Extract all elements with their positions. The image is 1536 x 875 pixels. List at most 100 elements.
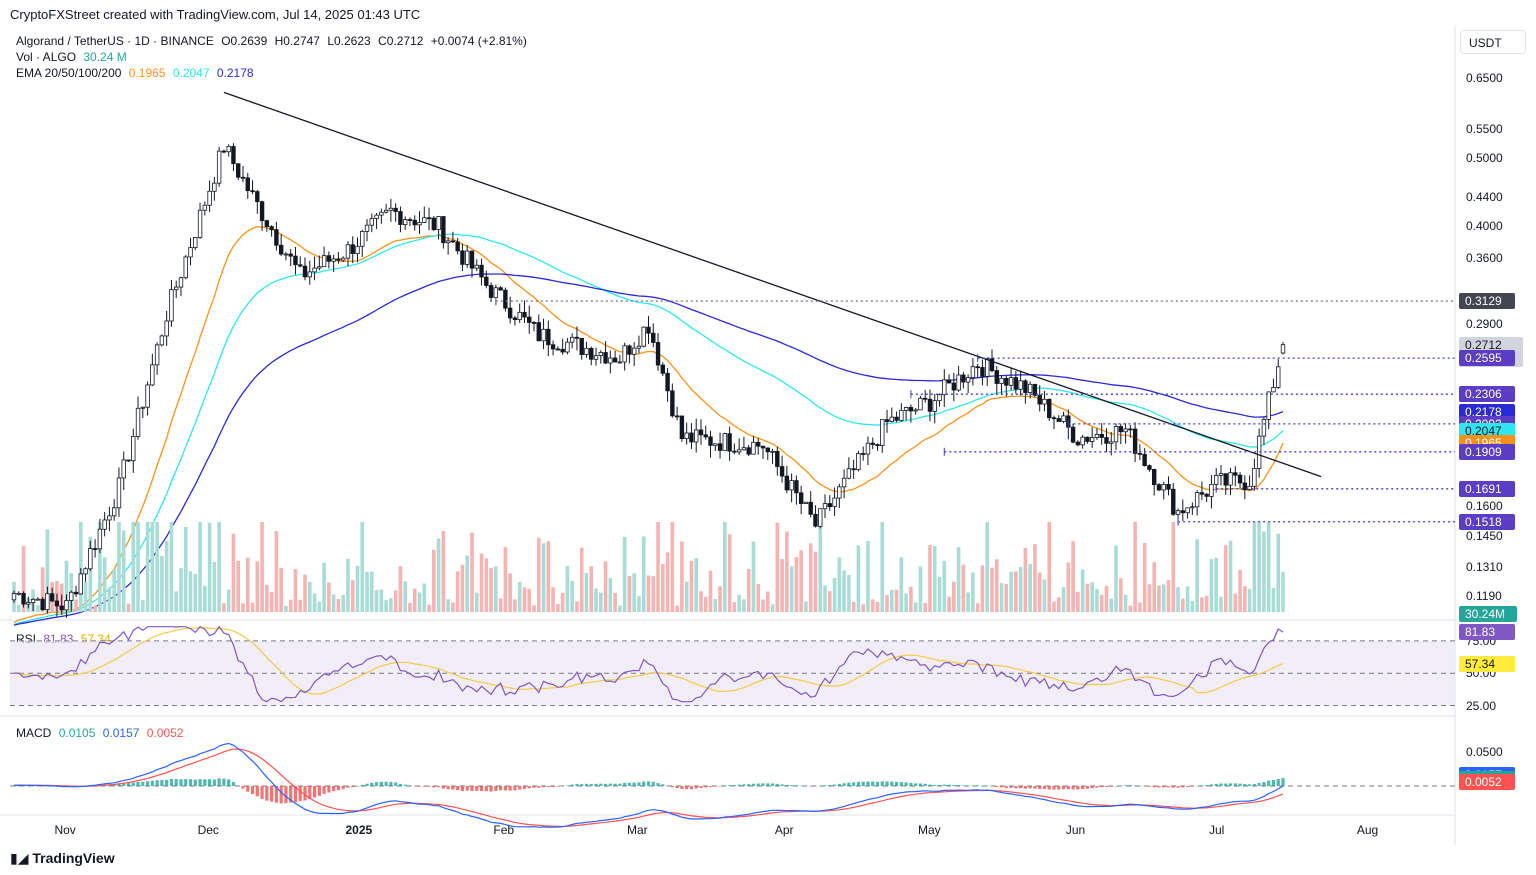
macd-histogram-bar — [751, 783, 756, 786]
candle — [679, 415, 685, 440]
ema-label: EMA 20/50/100/200 — [16, 66, 122, 80]
macd-histogram-bar — [1019, 786, 1023, 789]
macd-histogram-bar — [809, 785, 813, 787]
candle — [398, 211, 403, 225]
volume-bar — [203, 585, 207, 612]
macd-legend[interactable]: MACD 0.0105 0.0157 0.0052 — [16, 726, 187, 740]
candle — [355, 245, 360, 254]
macd-histogram-bar — [1071, 786, 1075, 790]
volume-bar — [909, 586, 913, 612]
volume-bar — [870, 599, 875, 612]
candle — [1104, 437, 1109, 444]
candle — [698, 429, 704, 436]
candle — [1094, 433, 1100, 438]
candle — [30, 598, 36, 603]
candle — [455, 241, 460, 252]
volume-bar — [393, 590, 398, 612]
macd-histogram-bar — [756, 783, 760, 786]
macd-histogram-bar — [394, 782, 398, 786]
macd-histogram-bar — [785, 784, 789, 786]
candle — [1161, 484, 1166, 491]
macd-histogram-bar — [408, 785, 412, 786]
macd-histogram-bar — [513, 786, 517, 791]
macd-histogram-bar — [732, 785, 736, 786]
macd-histogram-bar — [355, 786, 360, 787]
macd-histogram-bar — [1181, 786, 1185, 788]
volume-bar — [1200, 597, 1204, 612]
macd-histogram-bar — [432, 786, 436, 788]
macd-histogram-bar — [155, 780, 159, 786]
macd-histogram-bar — [241, 786, 245, 789]
volume-bar — [971, 572, 975, 612]
candle — [741, 447, 747, 451]
candle — [278, 244, 284, 255]
symbol-title[interactable]: Algorand / TetherUS · 1D · BINANCE — [16, 34, 214, 48]
candle — [1209, 483, 1214, 497]
candle — [498, 287, 503, 291]
legend-volume-row[interactable]: Vol · ALGO 30.24 M — [16, 50, 131, 64]
macd-histogram-bar — [1057, 786, 1061, 790]
volume-bar — [1052, 601, 1056, 612]
macd-histogram-bar — [1162, 786, 1166, 788]
candle — [417, 222, 422, 226]
macd-histogram-bar — [937, 784, 942, 786]
candle — [164, 320, 169, 337]
candle — [1070, 426, 1076, 443]
volume-bar — [598, 592, 603, 612]
macd-histogram-bar — [790, 785, 794, 786]
macd-signal-line — [14, 748, 1284, 828]
macd-histogram-bar — [298, 786, 302, 802]
volume-bar — [527, 588, 532, 612]
time-axis-tick: May — [917, 823, 941, 837]
candle — [226, 146, 231, 153]
candle — [746, 447, 751, 455]
time-axis-tick: Mar — [626, 823, 648, 837]
candle — [207, 190, 212, 206]
ema100-value: 0.2178 — [216, 66, 254, 80]
macd-axis-tick: 0.0500 — [1466, 745, 1503, 759]
volume-bar — [293, 568, 298, 612]
macd-histogram-bar — [847, 782, 851, 786]
macd-histogram-bar — [852, 782, 856, 786]
macd-histogram-bar — [923, 783, 927, 786]
macd-histogram-bar — [1090, 786, 1094, 789]
macd-line — [13, 742, 1284, 828]
volume-bar — [231, 533, 236, 612]
macd-histogram-bar — [484, 786, 488, 792]
volume-bar — [994, 559, 999, 612]
volume-bar — [1118, 578, 1123, 612]
volume-bar — [1047, 522, 1052, 612]
currency-button[interactable]: USDT — [1460, 30, 1526, 54]
volume-bar — [441, 530, 446, 612]
macd-histogram-bar — [26, 785, 30, 787]
volume-bar — [288, 599, 293, 612]
volume-bar — [360, 522, 365, 612]
candle — [259, 201, 265, 222]
candle — [54, 600, 60, 607]
volume-bar — [513, 599, 517, 612]
candle — [918, 397, 923, 411]
candle — [522, 311, 527, 318]
macd-histogram-bar — [818, 785, 822, 787]
macd-histogram-bar — [871, 781, 875, 786]
volume-bar — [1247, 588, 1252, 612]
volume-bar — [1190, 600, 1195, 612]
candle — [841, 477, 847, 488]
price-axis-tick: 0.2900 — [1466, 317, 1503, 332]
macd-histogram-bar — [742, 784, 746, 786]
volume-bar — [603, 561, 608, 612]
macd-histogram-bar — [1004, 786, 1008, 788]
volume-bar — [517, 581, 522, 612]
macd-histogram-bar — [470, 786, 474, 791]
volume-bar — [570, 580, 574, 612]
price-axis-tick: 0.1190 — [1466, 589, 1502, 603]
legend-ema-row[interactable]: EMA 20/50/100/200 0.1965 0.2047 0.2178 — [16, 66, 258, 80]
macd-histogram-bar — [289, 786, 293, 803]
tradingview-logo[interactable]: ▮◢ TradingView — [10, 850, 115, 867]
candle — [493, 287, 499, 298]
macd-histogram-bar — [532, 786, 536, 788]
volume-bar — [880, 522, 885, 612]
macd-histogram-bar — [198, 779, 202, 786]
candle — [102, 519, 107, 530]
